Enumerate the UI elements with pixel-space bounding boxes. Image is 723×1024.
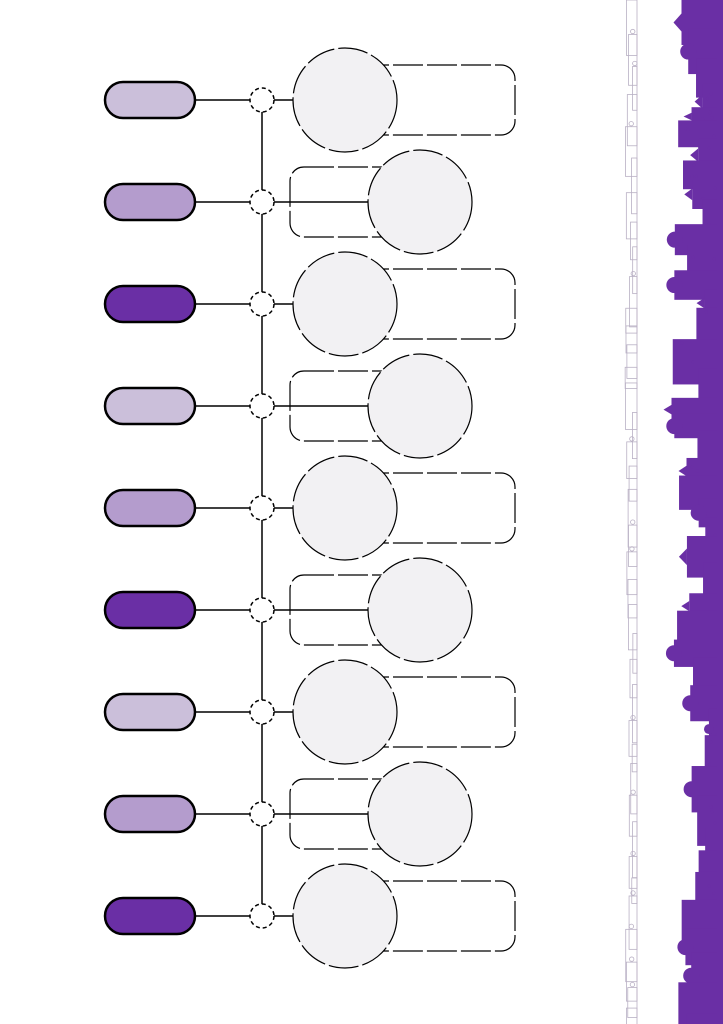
pill-2 xyxy=(105,184,195,220)
skyline-dot xyxy=(708,885,711,888)
skyline-dot xyxy=(695,175,698,178)
skyline-dot xyxy=(708,111,711,114)
pill-8 xyxy=(105,796,195,832)
skyline-dome xyxy=(682,695,698,711)
big-circle-9 xyxy=(293,864,397,968)
skyline-dot xyxy=(696,470,699,473)
skyline-dot xyxy=(706,97,709,100)
spine-node-7 xyxy=(250,700,274,724)
skyline-dot xyxy=(705,311,708,314)
spine-node-2 xyxy=(250,190,274,214)
big-circle-1 xyxy=(293,48,397,152)
pill-7 xyxy=(105,694,195,730)
skyline-dot xyxy=(691,465,694,468)
skyline-dot xyxy=(707,146,710,149)
spine-node-8 xyxy=(250,802,274,826)
big-circle-6 xyxy=(368,558,472,662)
skyline-dome xyxy=(667,232,683,248)
pill-6 xyxy=(105,592,195,628)
spine-node-5 xyxy=(250,496,274,520)
big-circle-5 xyxy=(293,456,397,560)
skyline-dot xyxy=(691,360,694,363)
big-circle-2 xyxy=(368,150,472,254)
pill-4 xyxy=(105,388,195,424)
skyline-dot xyxy=(710,92,713,95)
spine-node-3 xyxy=(250,292,274,316)
spine-node-6 xyxy=(250,598,274,622)
spine-node-1 xyxy=(250,88,274,112)
skyline-dot xyxy=(713,821,716,824)
skyline-dome xyxy=(677,939,693,955)
skyline-dot xyxy=(713,187,716,190)
skyline-dot xyxy=(692,164,695,167)
skyline-dot xyxy=(710,805,713,808)
skyline-dot xyxy=(701,118,704,121)
diagram-canvas xyxy=(0,0,723,1024)
skyline-dome xyxy=(680,44,696,60)
skyline-dome xyxy=(691,505,707,521)
skyline-dome xyxy=(666,645,682,661)
skyline-dot xyxy=(710,116,713,119)
skyline-dot xyxy=(712,892,715,895)
skyline-dot xyxy=(692,256,695,259)
pill-1 xyxy=(105,82,195,118)
skyline-dome xyxy=(666,418,682,434)
spine-node-4 xyxy=(250,394,274,418)
skyline-dome xyxy=(683,968,699,984)
big-circle-3 xyxy=(293,252,397,356)
skyline-dome xyxy=(684,781,700,797)
skyline-dot xyxy=(691,175,694,178)
skyline-dot xyxy=(710,810,713,813)
pill-5 xyxy=(105,490,195,526)
skyline-dot xyxy=(708,763,711,766)
big-circle-7 xyxy=(293,660,397,764)
pill-3 xyxy=(105,286,195,322)
skyline-dot xyxy=(712,134,715,137)
skyline-edge xyxy=(717,0,723,1024)
skyline-dot xyxy=(680,342,683,345)
spine-node-9 xyxy=(250,904,274,928)
skyline-dot xyxy=(709,740,712,743)
skyline-dot xyxy=(676,351,679,354)
skyline-dome xyxy=(666,277,682,293)
big-circle-8 xyxy=(368,762,472,866)
pill-9 xyxy=(105,898,195,934)
skyline-dome xyxy=(704,724,714,734)
big-circle-4 xyxy=(368,354,472,458)
skyline-dot xyxy=(686,128,689,131)
skyline-dot xyxy=(713,257,716,260)
